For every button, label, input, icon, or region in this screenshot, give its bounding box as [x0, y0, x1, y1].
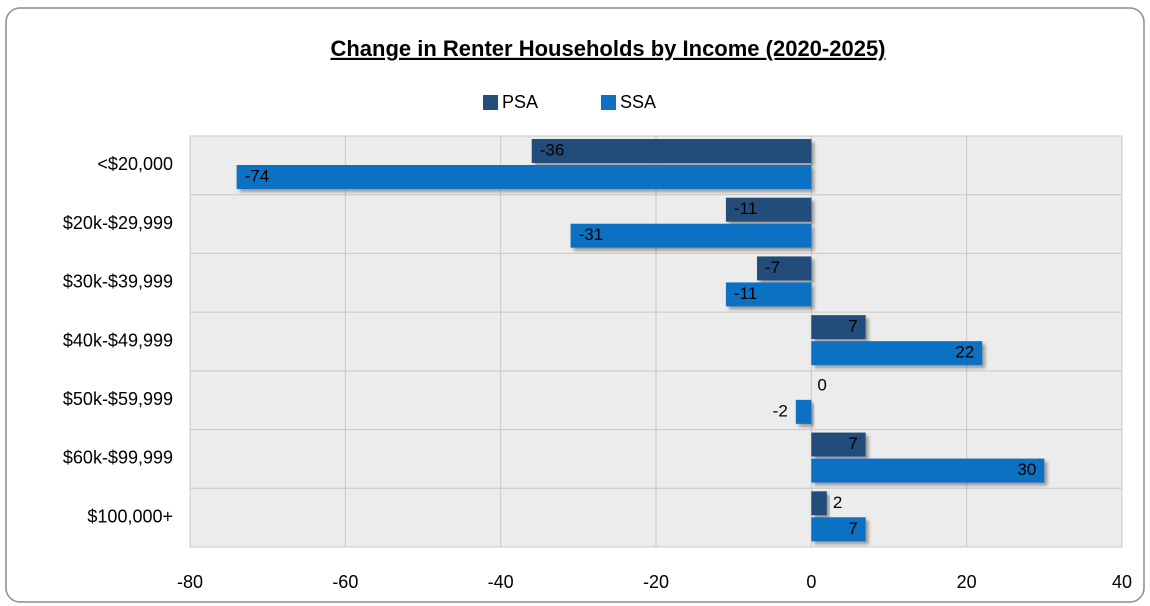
value-label: 7: [848, 434, 857, 453]
value-label: -36: [540, 140, 565, 159]
value-label: -11: [734, 199, 757, 218]
bar: [570, 223, 812, 248]
bar: [811, 315, 866, 340]
legend-label: PSA: [502, 92, 538, 112]
legend-swatch: [601, 95, 616, 110]
x-tick-label: -60: [332, 572, 358, 592]
legend-swatch: [483, 95, 498, 110]
y-tick-label: $100,000+: [87, 506, 173, 526]
value-label: 0: [817, 375, 826, 394]
y-tick-label: $60k-$99,999: [63, 448, 173, 468]
x-tick-label: 40: [1112, 572, 1132, 592]
bar: [795, 399, 812, 424]
y-tick-label: $30k-$39,999: [63, 272, 173, 292]
bar: [811, 491, 827, 516]
x-tick-label: 20: [957, 572, 977, 592]
value-label: -11: [734, 284, 757, 303]
bar: [531, 139, 812, 163]
value-label: 2: [833, 493, 842, 512]
bar: [725, 282, 812, 307]
y-tick-label: $40k-$49,999: [63, 330, 173, 350]
bar: [725, 197, 812, 222]
legend-label: SSA: [620, 92, 656, 112]
bar: [236, 165, 812, 189]
value-label: 7: [848, 317, 857, 336]
x-tick-label: 0: [806, 572, 816, 592]
chart-title: Change in Renter Households by Income (2…: [330, 36, 885, 61]
bar: [756, 256, 812, 281]
y-tick-label: $20k-$29,999: [63, 213, 173, 233]
value-label: 22: [955, 343, 974, 362]
bar: [811, 517, 866, 542]
value-label: 30: [1017, 460, 1036, 479]
value-label: 7: [848, 519, 857, 538]
bar: [811, 458, 1045, 483]
value-label: -2: [773, 401, 788, 420]
value-label: -31: [579, 225, 604, 244]
x-tick-label: -20: [643, 572, 669, 592]
value-label: -7: [765, 258, 780, 277]
bar: [811, 341, 983, 366]
x-tick-label: -80: [177, 572, 203, 592]
y-tick-label: <$20,000: [97, 154, 173, 174]
value-label: -74: [245, 166, 270, 185]
bar: [811, 432, 866, 457]
y-tick-label: $50k-$59,999: [63, 389, 173, 409]
x-tick-label: -40: [488, 572, 514, 592]
